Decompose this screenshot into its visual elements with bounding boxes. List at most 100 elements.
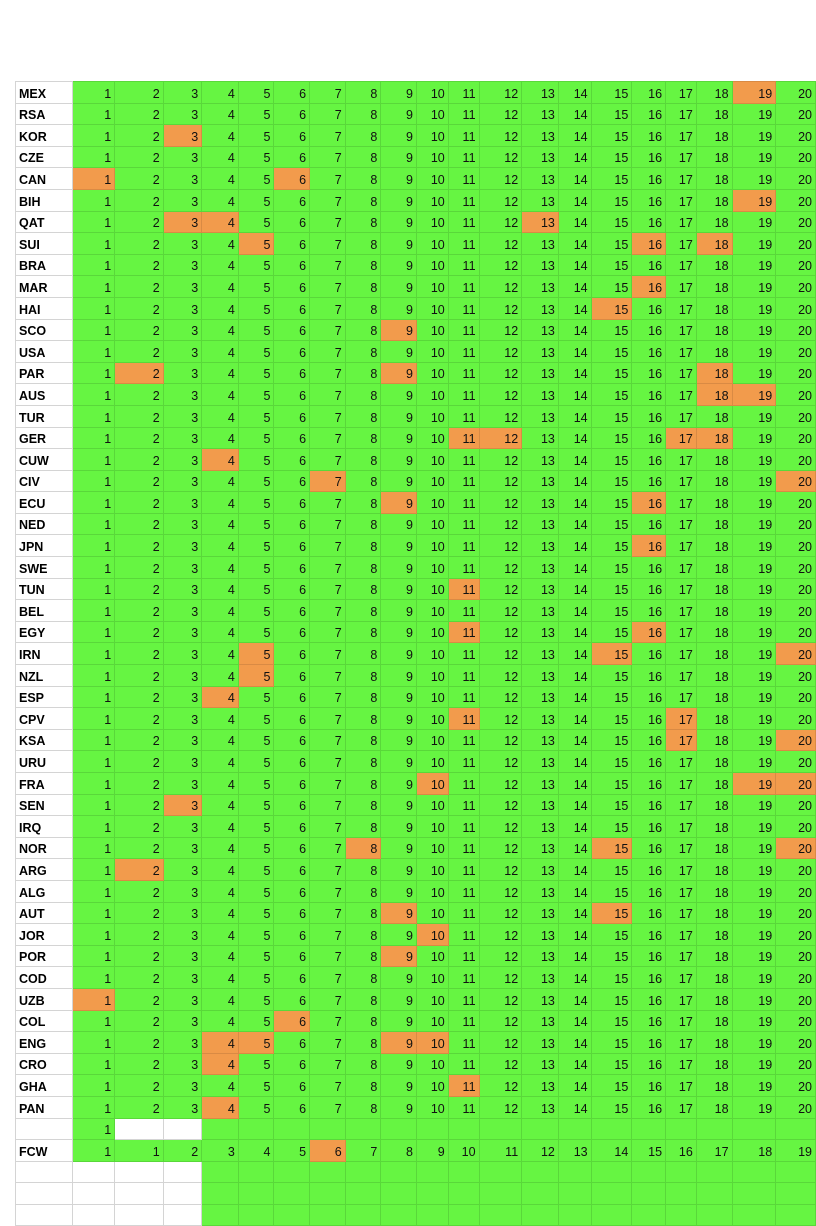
number-cell: 9 — [380, 879, 417, 903]
number-cell: 9 — [380, 102, 417, 126]
number-cell: 7 — [309, 275, 346, 298]
empty-cell — [114, 1203, 164, 1226]
number-cell: 19 — [731, 750, 777, 773]
highlighted-number-cell: 9 — [380, 901, 417, 925]
number-cell: 19 — [731, 836, 777, 860]
number-cell: 19 — [731, 124, 777, 147]
number-cell: 3 — [162, 275, 203, 298]
number-cell: 14 — [557, 1095, 592, 1119]
team-code-cell: PAN — [15, 1095, 73, 1119]
team-code-cell: ECU — [15, 491, 73, 514]
number-cell: 9 — [380, 253, 417, 277]
number-cell: 10 — [415, 815, 449, 838]
number-cell: 5 — [237, 750, 275, 773]
number-cell: 14 — [557, 383, 592, 406]
team-code-cell: BEL — [15, 599, 73, 622]
number-cell: 12 — [478, 642, 523, 666]
number-cell: 7 — [309, 232, 346, 255]
number-cell: 5 — [237, 707, 275, 730]
number-cell: 1 — [71, 340, 116, 363]
empty-cell — [162, 1117, 203, 1141]
number-cell: 14 — [557, 534, 592, 558]
highlighted-number-cell: 9 — [380, 944, 417, 968]
number-cell: 16 — [631, 707, 667, 730]
empty-cell — [415, 1203, 449, 1226]
number-cell: 14 — [557, 491, 592, 514]
number-cell: 11 — [447, 966, 480, 989]
number-cell: 7 — [309, 318, 346, 342]
number-cell: 5 — [237, 512, 275, 536]
team-code-cell: EGY — [15, 620, 73, 644]
number-cell: 13 — [521, 232, 559, 255]
number-cell: 1 — [71, 901, 116, 925]
number-cell: 6 — [273, 987, 311, 1011]
number-cell: 20 — [775, 858, 816, 881]
number-cell: 2 — [114, 599, 164, 622]
table-row-ecu: ECU 1 2 3 4 5 6 7 8 9 10 11 12 13 14 15 16 17 18 19 20 — [15, 491, 816, 514]
number-cell: 4 — [201, 836, 239, 860]
number-cell: 19 — [731, 469, 777, 493]
number-cell: 2 — [114, 556, 164, 579]
table-row-uru: URU 1 2 3 4 5 6 7 8 9 10 11 12 13 14 15 16 17 18 19 20 — [15, 750, 816, 773]
table-row-uzb: UZB 1 2 3 4 5 6 7 8 9 10 11 12 13 14 15 16 17 18 19 20 — [15, 987, 816, 1011]
number-cell: 18 — [695, 1052, 733, 1076]
number-cell: 13 — [521, 318, 559, 342]
table-row-ksa: KSA 1 2 3 4 5 6 7 8 9 10 11 12 13 14 15 16 17 18 19 20 — [15, 728, 816, 752]
number-cell: 19 — [731, 556, 777, 579]
number-cell: 4 — [201, 512, 239, 536]
number-cell: 20 — [775, 426, 816, 450]
number-cell: 20 — [775, 340, 816, 363]
number-cell: 4 — [201, 253, 239, 277]
number-cell: 18 — [695, 1074, 733, 1097]
number-cell: 9 — [380, 707, 417, 730]
number-cell: 18 — [695, 188, 733, 212]
number-cell: 13 — [521, 577, 559, 601]
number-cell: 6 — [273, 879, 311, 903]
number-cell: 18 — [695, 836, 733, 860]
number-cell: 14 — [557, 318, 592, 342]
number-cell: 12 — [478, 836, 523, 860]
number-cell: 8 — [344, 491, 382, 514]
number-cell: 4 — [201, 620, 239, 644]
number-cell: 17 — [665, 275, 697, 298]
table-row-irq: IRQ 1 2 3 4 5 6 7 8 9 10 11 12 13 14 15 16 17 18 19 20 — [15, 815, 816, 838]
number-cell: 11 — [447, 469, 480, 493]
number-cell: 17 — [665, 750, 697, 773]
empty-cell — [344, 1182, 382, 1205]
number-cell: 4 — [237, 1139, 275, 1162]
number-cell: 17 — [665, 232, 697, 255]
empty-cell — [309, 1117, 346, 1141]
team-code-cell: CPV — [15, 707, 73, 730]
highlighted-number-cell: 20 — [775, 772, 816, 795]
number-cell: 10 — [415, 232, 449, 255]
number-cell: 18 — [695, 318, 733, 342]
number-cell: 11 — [447, 987, 480, 1011]
number-cell: 17 — [665, 577, 697, 601]
empty-cell — [162, 1160, 203, 1184]
number-cell: 9 — [380, 426, 417, 450]
number-cell: 10 — [415, 167, 449, 190]
number-cell: 14 — [557, 836, 592, 860]
number-cell: 10 — [415, 987, 449, 1011]
number-cell: 19 — [731, 685, 777, 709]
number-cell: 9 — [380, 556, 417, 579]
number-cell: 16 — [631, 577, 667, 601]
number-cell: 11 — [447, 750, 480, 773]
empty-cell — [775, 1117, 816, 1141]
number-cell: 19 — [731, 210, 777, 234]
team-code-cell: MEX — [15, 81, 73, 104]
number-cell: 6 — [273, 556, 311, 579]
number-cell: 1 — [71, 966, 116, 989]
number-cell: 20 — [775, 1074, 816, 1097]
empty-cell — [478, 1182, 523, 1205]
number-cell: 1 — [71, 469, 116, 493]
number-cell: 15 — [590, 599, 633, 622]
number-cell: 19 — [731, 1074, 777, 1097]
number-cell: 5 — [237, 879, 275, 903]
number-cell: 8 — [344, 296, 382, 320]
number-cell: 8 — [344, 944, 382, 968]
number-cell: 11 — [447, 1052, 480, 1076]
number-cell: 1 — [71, 728, 116, 752]
number-cell: 16 — [631, 901, 667, 925]
empty-cell — [309, 1182, 346, 1205]
